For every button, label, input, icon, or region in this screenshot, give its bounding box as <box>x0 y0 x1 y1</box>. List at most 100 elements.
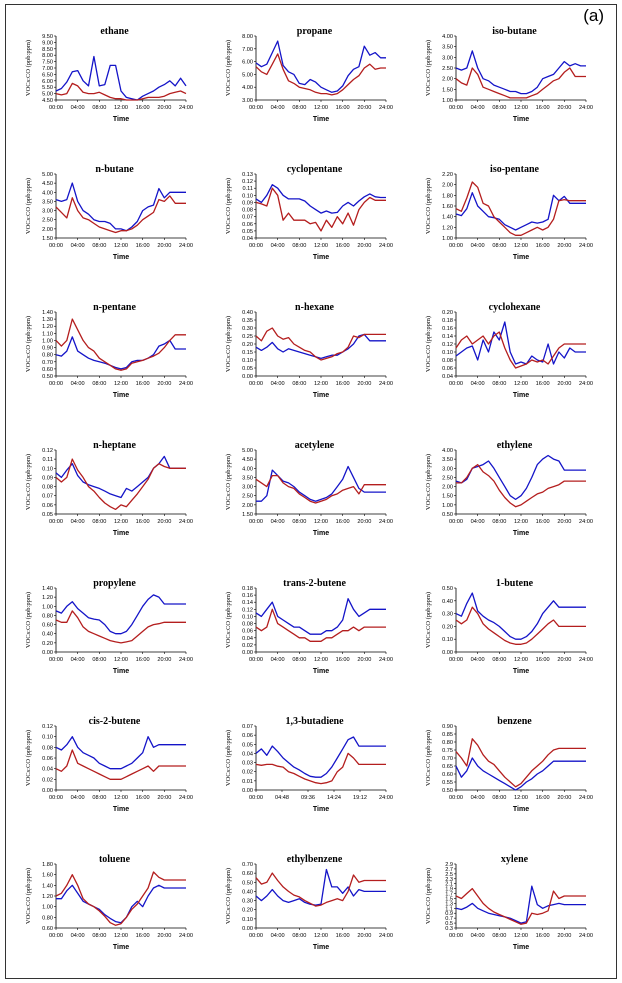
x-tick-label: 24:00 <box>579 381 593 387</box>
y-tick-label: 0.10 <box>442 350 453 356</box>
x-tick-label: 24:00 <box>379 933 393 939</box>
y-tick-label: 0.11 <box>243 186 253 192</box>
y-tick-label: 0.90 <box>42 346 53 352</box>
x-tick-label: 20:00 <box>557 519 571 525</box>
x-axis-label: Time <box>113 116 129 123</box>
x-tick-label: 12:00 <box>114 519 128 525</box>
chart-cyclopentane: 0.040.050.060.070.08 0.090.100.110.120.13… <box>225 164 393 261</box>
chart-title: toluene <box>99 854 131 865</box>
series-line-1 <box>55 455 186 499</box>
y-tick-label: 5.00 <box>242 72 253 78</box>
y-axis-label: VOCs:CO (ppb:ppm) <box>225 730 232 786</box>
x-tick-label: 00:00 <box>449 795 463 801</box>
x-tick-label: 08:00 <box>92 381 106 387</box>
y-tick-label: 6.00 <box>42 79 53 85</box>
y-tick-label: 0.40 <box>242 889 253 895</box>
series-line-1 <box>55 736 186 770</box>
x-tick-label: 20:00 <box>357 381 371 387</box>
chart-title: n-hexane <box>295 302 334 313</box>
y-tick-label: 1.80 <box>442 193 453 199</box>
y-tick-label: 0.7 <box>445 916 453 922</box>
y-tick-label: 0.75 <box>442 748 453 754</box>
y-tick-label: 6.00 <box>242 60 253 66</box>
series-line-2 <box>255 608 386 642</box>
chart-1-butene: 0.00 0.10 0.20 0.30 0.40 0.50 00:00 04:00 08:00 1… <box>425 578 593 675</box>
x-tick-label: 20:00 <box>157 795 171 801</box>
y-tick-label: 1.20 <box>42 324 53 330</box>
y-tick-label: 0.60 <box>42 623 53 629</box>
x-tick-label: 08:00 <box>92 657 106 663</box>
chart-ethylene: 0.50 1.00 1.50 2.00 2.50 3.00 3.50 4.00 00:00 04:… <box>425 440 593 537</box>
y-tick-label: 7.00 <box>242 47 253 53</box>
chart-iso-pentane: 1.00 1.20 1.40 1.60 1.80 2.00 2.20 00:00 04:00 08… <box>425 164 593 261</box>
x-tick-label: 04:00 <box>271 519 285 525</box>
y-tick-label: 8.00 <box>242 34 253 40</box>
y-tick-label: 0.9 <box>445 911 453 917</box>
y-tick-label: 1.20 <box>42 595 53 601</box>
x-tick-label: 00:00 <box>449 657 463 663</box>
x-tick-label: 04:00 <box>71 381 85 387</box>
y-tick-label: 0.00 <box>242 650 253 656</box>
x-tick-label: 04:00 <box>471 243 485 249</box>
x-tick-label: 00:00 <box>249 519 263 525</box>
y-tick-label: 2.00 <box>442 485 453 491</box>
x-tick-label: 16:00 <box>336 519 350 525</box>
y-tick-label: 0.08 <box>42 485 53 491</box>
y-tick-label: 1.40 <box>42 310 53 316</box>
y-tick-label: 0.30 <box>242 899 253 905</box>
chart-title: ethylene <box>497 440 533 451</box>
x-tick-label: 12:00 <box>314 933 328 939</box>
y-tick-label: 2.00 <box>242 503 253 509</box>
x-tick-label: 24:00 <box>379 657 393 663</box>
x-tick-label: 12:00 <box>514 105 528 111</box>
y-tick-label: 6.50 <box>42 72 53 78</box>
y-tick-label: 0.07 <box>42 494 53 500</box>
y-tick-label: 3.00 <box>442 55 453 61</box>
y-tick-label: 4.50 <box>42 98 53 104</box>
x-tick-label: 00:00 <box>449 381 463 387</box>
x-tick-label: 24:00 <box>379 519 393 525</box>
y-tick-label: 0.06 <box>442 366 453 372</box>
y-tick-label: 0.05 <box>242 742 253 748</box>
chart-acetylene: 1.50 2.00 2.50 3.00 3.50 4.00 4.50 5.00 00:00 04:… <box>225 440 393 537</box>
x-tick-label: 16:00 <box>336 105 350 111</box>
y-tick-label: 0.05 <box>42 512 53 518</box>
x-tick-label: 04:00 <box>471 105 485 111</box>
x-tick-label: 20:00 <box>157 657 171 663</box>
series-line-2 <box>455 67 586 99</box>
y-tick-label: 0.08 <box>42 745 53 751</box>
y-tick-label: 2.00 <box>442 77 453 83</box>
x-tick-label: 04:00 <box>71 933 85 939</box>
y-tick-label: 0.30 <box>442 612 453 618</box>
chart-title: 1-butene <box>496 578 534 589</box>
y-tick-label: 0.40 <box>42 632 53 638</box>
x-axis-label: Time <box>513 392 529 399</box>
y-tick-label: 1.00 <box>42 338 53 344</box>
y-tick-label: 0.20 <box>42 641 53 647</box>
y-tick-label: 0.02 <box>242 770 253 776</box>
x-tick-label: 19:12 <box>353 795 367 801</box>
series-line-1 <box>56 884 186 924</box>
y-tick-label: 0.60 <box>42 926 53 932</box>
chart-title: propane <box>297 26 333 37</box>
series-line-2 <box>55 871 186 926</box>
x-tick-label: 08:00 <box>292 105 306 111</box>
y-tick-label: 0.04 <box>242 636 253 642</box>
chart-title: xylene <box>501 854 529 865</box>
y-tick-label: 0.50 <box>42 374 53 380</box>
chart-title: benzene <box>497 716 532 727</box>
x-tick-label: 16:00 <box>536 519 550 525</box>
chart-title: trans-2-butene <box>283 578 346 589</box>
y-tick-label: 0.08 <box>242 208 253 214</box>
y-tick-label: 1.7 <box>445 892 453 898</box>
x-tick-label: 12:00 <box>314 519 328 525</box>
x-tick-label: 24:00 <box>179 657 193 663</box>
y-tick-label: 0.07 <box>242 215 253 221</box>
x-tick-label: 20:00 <box>157 519 171 525</box>
x-tick-label: 16:00 <box>136 795 150 801</box>
y-tick-label: 0.05 <box>242 366 253 372</box>
x-tick-label: 00:00 <box>449 519 463 525</box>
x-tick-label: 00:00 <box>449 933 463 939</box>
x-axis-label: Time <box>113 530 129 537</box>
